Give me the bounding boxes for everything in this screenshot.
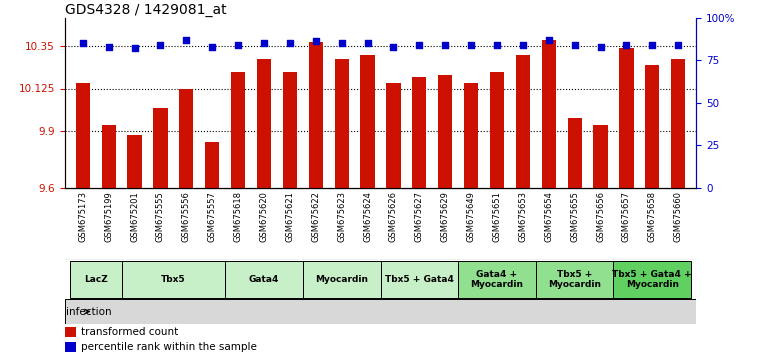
Bar	[75, 83, 90, 188]
Text: GSM675627: GSM675627	[415, 191, 424, 242]
Text: GSM675629: GSM675629	[441, 191, 450, 242]
Point	[77, 40, 89, 46]
Point	[491, 42, 503, 48]
Text: GSM675621: GSM675621	[285, 191, 295, 242]
Text: GSM675622: GSM675622	[311, 191, 320, 242]
Text: percentile rank within the sample: percentile rank within the sample	[81, 342, 257, 352]
Bar	[231, 73, 245, 188]
Text: Tbx5 +
Myocardin: Tbx5 + Myocardin	[548, 270, 601, 289]
Bar	[122, 261, 225, 298]
Text: Tbx5: Tbx5	[161, 275, 186, 284]
Point	[258, 40, 270, 46]
Bar	[542, 40, 556, 188]
Text: GDS4328 / 1429081_at: GDS4328 / 1429081_at	[65, 3, 226, 17]
Text: GSM675620: GSM675620	[260, 191, 269, 242]
Point	[206, 44, 218, 50]
Text: Gata4: Gata4	[249, 275, 279, 284]
Text: GSM675623: GSM675623	[337, 191, 346, 242]
Bar	[464, 83, 478, 188]
Text: GSM675624: GSM675624	[363, 191, 372, 242]
Bar	[380, 261, 458, 298]
Bar	[458, 261, 536, 298]
Bar	[283, 73, 297, 188]
Bar	[309, 42, 323, 188]
Text: GSM675649: GSM675649	[466, 191, 476, 242]
Text: GSM675656: GSM675656	[596, 191, 605, 242]
Text: GSM675173: GSM675173	[78, 191, 88, 242]
Bar	[438, 75, 452, 188]
Text: GSM675658: GSM675658	[648, 191, 657, 242]
Point	[284, 40, 296, 46]
Point	[517, 42, 529, 48]
Bar	[180, 90, 193, 188]
Bar	[127, 135, 142, 188]
Point	[672, 42, 684, 48]
Bar	[303, 261, 380, 298]
Text: GSM675556: GSM675556	[182, 191, 191, 242]
Point	[594, 44, 607, 50]
Bar	[65, 342, 76, 353]
Bar	[65, 327, 76, 337]
Bar	[490, 73, 504, 188]
Bar	[70, 261, 122, 298]
Bar	[257, 59, 271, 188]
Point	[310, 39, 322, 44]
Text: GSM675655: GSM675655	[570, 191, 579, 242]
Point	[620, 42, 632, 48]
Text: Gata4 +
Myocardin: Gata4 + Myocardin	[470, 270, 524, 289]
Point	[439, 42, 451, 48]
Point	[543, 37, 555, 42]
Point	[387, 44, 400, 50]
Point	[361, 40, 374, 46]
Bar	[361, 56, 374, 188]
Text: infection: infection	[66, 307, 112, 316]
Bar	[645, 65, 660, 188]
Bar	[335, 59, 349, 188]
Text: GSM675555: GSM675555	[156, 191, 165, 242]
Point	[336, 40, 348, 46]
Point	[180, 37, 193, 42]
Text: LacZ: LacZ	[84, 275, 107, 284]
Text: GSM675557: GSM675557	[208, 191, 217, 242]
Text: GSM675201: GSM675201	[130, 191, 139, 242]
Bar	[225, 261, 303, 298]
Bar	[205, 142, 219, 188]
Bar	[412, 77, 426, 188]
Point	[103, 44, 115, 50]
Bar	[101, 125, 116, 188]
Text: Tbx5 + Gata4: Tbx5 + Gata4	[385, 275, 454, 284]
Point	[568, 42, 581, 48]
Point	[465, 42, 477, 48]
Point	[232, 42, 244, 48]
Text: GSM675660: GSM675660	[673, 191, 683, 242]
Bar	[154, 108, 167, 188]
Bar	[536, 261, 613, 298]
Bar	[387, 83, 400, 188]
Bar	[619, 48, 634, 188]
Bar	[613, 261, 691, 298]
Text: Myocardin: Myocardin	[315, 275, 368, 284]
Text: Tbx5 + Gata4 +
Myocardin: Tbx5 + Gata4 + Myocardin	[613, 270, 692, 289]
Point	[129, 45, 141, 51]
Bar	[671, 59, 686, 188]
Text: GSM675654: GSM675654	[544, 191, 553, 242]
Text: GSM675626: GSM675626	[389, 191, 398, 242]
Text: transformed count: transformed count	[81, 327, 178, 337]
Text: GSM675199: GSM675199	[104, 191, 113, 242]
Text: GSM675651: GSM675651	[492, 191, 501, 242]
Bar	[516, 56, 530, 188]
Text: GSM675653: GSM675653	[518, 191, 527, 242]
Point	[413, 42, 425, 48]
Point	[154, 42, 167, 48]
Bar	[568, 118, 581, 188]
Point	[646, 42, 658, 48]
Text: GSM675657: GSM675657	[622, 191, 631, 242]
Bar	[594, 125, 607, 188]
Text: GSM675618: GSM675618	[234, 191, 243, 242]
